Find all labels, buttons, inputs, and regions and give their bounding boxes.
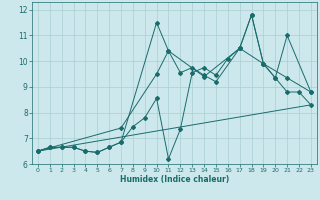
X-axis label: Humidex (Indice chaleur): Humidex (Indice chaleur) bbox=[120, 175, 229, 184]
